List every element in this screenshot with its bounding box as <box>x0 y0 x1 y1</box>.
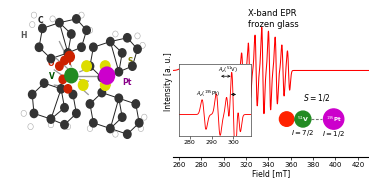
Circle shape <box>138 125 144 132</box>
Circle shape <box>115 68 123 76</box>
Circle shape <box>61 121 68 129</box>
Circle shape <box>87 125 93 132</box>
Circle shape <box>47 115 55 123</box>
Circle shape <box>50 16 55 22</box>
Circle shape <box>56 19 63 27</box>
Circle shape <box>279 112 294 126</box>
Circle shape <box>142 114 147 120</box>
Circle shape <box>90 43 97 51</box>
Circle shape <box>99 67 114 84</box>
Circle shape <box>83 26 90 34</box>
Circle shape <box>40 79 48 87</box>
Circle shape <box>56 62 63 70</box>
Text: $I = 1/2$: $I = 1/2$ <box>322 129 345 139</box>
Circle shape <box>35 43 43 51</box>
Text: $A_z(^{51}$V$)$: $A_z(^{51}$V$)$ <box>218 64 238 75</box>
Circle shape <box>135 119 143 127</box>
Circle shape <box>79 12 84 18</box>
Circle shape <box>65 51 74 62</box>
Circle shape <box>132 100 139 108</box>
Circle shape <box>59 75 66 84</box>
Text: S: S <box>127 57 133 66</box>
Circle shape <box>113 31 118 37</box>
Circle shape <box>87 27 93 33</box>
Text: $S = 1/2$: $S = 1/2$ <box>303 92 330 103</box>
Circle shape <box>39 24 46 33</box>
Circle shape <box>47 54 55 63</box>
Circle shape <box>28 124 33 130</box>
Circle shape <box>61 56 68 65</box>
Circle shape <box>324 109 344 129</box>
Circle shape <box>129 62 136 70</box>
Text: X-band EPR
frozen glass: X-band EPR frozen glass <box>248 9 299 29</box>
Circle shape <box>98 73 106 82</box>
Text: $^{195}$Pt: $^{195}$Pt <box>325 114 342 124</box>
Circle shape <box>82 61 91 71</box>
Circle shape <box>73 15 80 23</box>
Circle shape <box>124 34 131 42</box>
Text: V: V <box>49 72 55 81</box>
Circle shape <box>64 85 72 93</box>
Circle shape <box>30 22 35 28</box>
Circle shape <box>69 90 77 99</box>
Text: O: O <box>48 59 54 68</box>
Text: C: C <box>37 16 43 25</box>
X-axis label: Field [mT]: Field [mT] <box>252 169 290 178</box>
Circle shape <box>48 122 54 128</box>
Circle shape <box>64 49 72 57</box>
Text: $A_z(^{195}$Pt$)$: $A_z(^{195}$Pt$)$ <box>196 89 220 99</box>
Circle shape <box>73 109 80 118</box>
Circle shape <box>86 62 94 70</box>
Circle shape <box>113 131 118 137</box>
Y-axis label: Intensity [a. u.]: Intensity [a. u.] <box>165 52 173 111</box>
Circle shape <box>118 113 126 121</box>
Circle shape <box>135 33 140 39</box>
Circle shape <box>100 80 110 90</box>
Circle shape <box>68 30 75 38</box>
Circle shape <box>124 130 131 138</box>
Circle shape <box>30 109 38 118</box>
Circle shape <box>118 49 126 57</box>
Circle shape <box>90 119 97 127</box>
Circle shape <box>57 85 65 93</box>
Circle shape <box>28 90 36 99</box>
Circle shape <box>78 43 85 51</box>
Text: $^{51}$V: $^{51}$V <box>297 114 309 124</box>
Circle shape <box>107 37 114 46</box>
Text: H: H <box>20 31 27 40</box>
Circle shape <box>86 100 94 108</box>
Circle shape <box>79 80 88 90</box>
Circle shape <box>65 124 70 130</box>
Text: Pt: Pt <box>122 78 132 87</box>
Circle shape <box>107 124 114 133</box>
Circle shape <box>140 42 145 48</box>
Circle shape <box>134 45 141 53</box>
Circle shape <box>61 104 68 112</box>
Circle shape <box>31 12 37 18</box>
Circle shape <box>65 68 78 83</box>
Text: $I = 7/2$: $I = 7/2$ <box>292 128 314 138</box>
Circle shape <box>100 61 110 71</box>
Circle shape <box>21 110 27 116</box>
Circle shape <box>295 111 311 127</box>
Circle shape <box>98 88 106 97</box>
Circle shape <box>115 94 123 102</box>
